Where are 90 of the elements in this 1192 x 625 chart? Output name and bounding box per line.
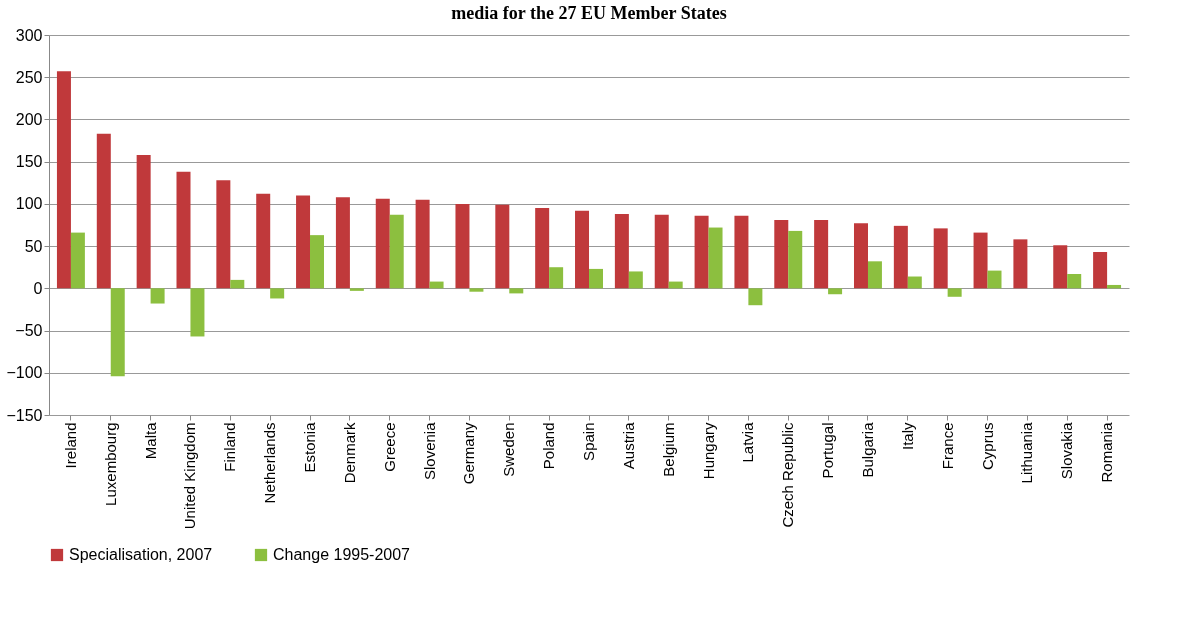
bar bbox=[190, 288, 205, 337]
x-tick-label: Luxembourg bbox=[101, 422, 119, 506]
bar bbox=[907, 276, 922, 289]
bar bbox=[933, 228, 948, 289]
x-tick-label: Slovenia bbox=[420, 421, 438, 481]
bar bbox=[628, 271, 643, 289]
x-tick-label: Estonia bbox=[301, 421, 319, 473]
x-tick-label: Finland bbox=[221, 422, 239, 472]
bar bbox=[708, 227, 723, 289]
y-tick-label: 100 bbox=[15, 195, 43, 213]
bar bbox=[788, 230, 803, 289]
bar bbox=[230, 279, 245, 289]
bar bbox=[893, 225, 908, 289]
bar bbox=[176, 171, 191, 289]
bar bbox=[110, 288, 125, 377]
bar bbox=[694, 215, 709, 289]
bar bbox=[136, 154, 151, 289]
x-tick-label: Portugal bbox=[819, 422, 837, 479]
bar bbox=[1013, 239, 1028, 289]
y-tick-label: −150 bbox=[6, 406, 43, 424]
bar bbox=[375, 198, 390, 289]
bar bbox=[748, 288, 763, 306]
bar bbox=[828, 288, 843, 295]
x-tick-label: Poland bbox=[540, 422, 558, 470]
bar bbox=[734, 215, 749, 289]
chart-title: media for the 27 EU Member States bbox=[451, 3, 727, 23]
bar bbox=[469, 288, 484, 292]
y-tick-label: 200 bbox=[15, 110, 43, 128]
x-tick-label: Sweden bbox=[500, 422, 518, 477]
bar bbox=[853, 223, 868, 289]
x-tick-label: Czech Republic bbox=[779, 422, 797, 528]
y-tick-label: 150 bbox=[15, 153, 43, 171]
bar bbox=[216, 180, 231, 289]
bar bbox=[549, 267, 564, 289]
legend-label: Change 1995-2007 bbox=[273, 546, 411, 563]
x-tick-label: Greece bbox=[380, 422, 398, 472]
x-tick-label: Lithuania bbox=[1018, 421, 1036, 484]
bar bbox=[588, 268, 603, 289]
bar bbox=[654, 214, 669, 289]
x-tick-label: Germany bbox=[460, 422, 478, 485]
y-tick-label: 300 bbox=[15, 26, 43, 44]
bar bbox=[509, 288, 524, 294]
bar bbox=[150, 288, 165, 304]
bar bbox=[1053, 245, 1068, 289]
bar bbox=[256, 193, 271, 289]
y-tick-label: 250 bbox=[15, 68, 43, 86]
x-tick-label: Spain bbox=[580, 422, 597, 461]
bar bbox=[1067, 273, 1082, 289]
bar bbox=[56, 71, 71, 289]
x-tick-label: Netherlands bbox=[261, 422, 279, 504]
x-tick-label: Latvia bbox=[739, 421, 757, 463]
y-tick-label: 0 bbox=[33, 279, 43, 297]
x-tick-label: Austria bbox=[619, 421, 637, 470]
bar bbox=[389, 214, 404, 289]
bar bbox=[270, 288, 285, 299]
bar bbox=[814, 219, 829, 289]
bar bbox=[495, 204, 510, 289]
bar bbox=[614, 214, 629, 289]
bar bbox=[296, 195, 311, 289]
x-tick-label: United Kingdom bbox=[181, 422, 199, 530]
bar bbox=[1093, 252, 1108, 289]
bar bbox=[96, 133, 111, 289]
bar bbox=[774, 219, 789, 289]
x-tick-label: Hungary bbox=[699, 422, 717, 480]
x-tick-label: France bbox=[938, 422, 956, 470]
bar bbox=[947, 288, 962, 297]
bar bbox=[535, 208, 550, 289]
bar bbox=[335, 197, 350, 289]
x-tick-label: Romania bbox=[1098, 421, 1116, 483]
legend-label: Specialisation, 2007 bbox=[69, 546, 213, 563]
bar bbox=[70, 232, 85, 289]
x-tick-label: Slovakia bbox=[1058, 421, 1076, 480]
x-tick-label: Bulgaria bbox=[858, 421, 876, 478]
y-tick-label: 50 bbox=[24, 237, 43, 255]
bar bbox=[455, 203, 470, 289]
bar bbox=[310, 235, 325, 289]
x-tick-label: Ireland bbox=[61, 422, 79, 469]
bar bbox=[575, 210, 590, 289]
bar bbox=[987, 270, 1002, 289]
bar bbox=[349, 288, 364, 291]
bar bbox=[415, 199, 430, 289]
y-tick-label: −100 bbox=[6, 364, 43, 382]
x-tick-label: Italy bbox=[898, 422, 916, 451]
bar bbox=[973, 232, 988, 289]
y-tick-label: −50 bbox=[15, 322, 43, 340]
bar bbox=[867, 261, 882, 289]
x-tick-label: Cyprus bbox=[978, 422, 996, 471]
x-tick-label: Denmark bbox=[340, 422, 358, 484]
x-tick-label: Belgium bbox=[659, 422, 677, 477]
x-tick-label: Malta bbox=[141, 421, 159, 460]
